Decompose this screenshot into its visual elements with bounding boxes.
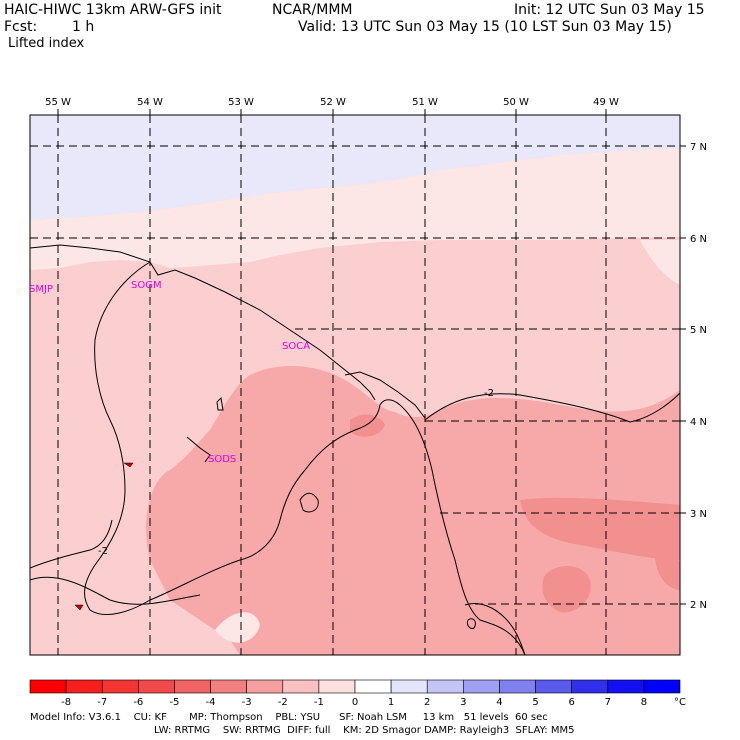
colorbar-tick-label: -7 (97, 697, 107, 708)
lat-label-2n: 2 N (690, 600, 707, 611)
colorbar-tick-label: -6 (133, 697, 143, 708)
colorbar-swatch (390, 679, 428, 694)
lon-label-51w: 51 W (412, 97, 438, 108)
lat-label-4n: 4 N (690, 417, 707, 428)
colorbar-tick-label: 1 (388, 697, 394, 708)
init-time: Init: 12 UTC Sun 03 May 15 (514, 2, 705, 18)
footer-model-info: Model Info: V3.6.1 CU: KF MP: Thompson P… (30, 712, 548, 723)
colorbar-swatch (643, 679, 681, 694)
lat-label-7n: 7 N (690, 142, 707, 153)
colorbar-tick-label: -4 (206, 697, 216, 708)
colorbar-tick-label: -5 (169, 697, 179, 708)
colorbar-swatch (499, 679, 536, 694)
lat-label-3n: 3 N (690, 509, 707, 520)
colorbar-tick-label: -2 (278, 697, 288, 708)
lat-label-5n: 5 N (690, 325, 707, 336)
lat-lon-grid (30, 115, 680, 655)
model-title: HAIC-HIWC 13km ARW-GFS init (4, 2, 222, 18)
field-name: Lifted index (8, 36, 85, 51)
lon-label-52w: 52 W (320, 97, 346, 108)
lat-ticks (680, 145, 686, 605)
forecast-label: Fcst: (4, 19, 38, 35)
colorbar-swatch (426, 679, 464, 694)
colorbar-tick-label: 3 (460, 697, 466, 708)
colorbar-tick-label: 6 (568, 697, 574, 708)
colorbar-tick-label: -8 (61, 697, 71, 708)
colorbar-tick-label: 7 (605, 697, 611, 708)
footer-physics-info: LW: RRTMG SW: RRTMG DIFF: full KM: 2D Sm… (154, 725, 575, 736)
station-sogm: SOGM (131, 280, 162, 291)
lat-label-6n: 6 N (690, 234, 707, 245)
colorbar-tick-label: -1 (314, 697, 324, 708)
colorbar-tick-label: 4 (496, 697, 502, 708)
colorbar-swatch (282, 679, 320, 694)
colorbar-swatch (101, 679, 139, 694)
colorbar-swatch (571, 679, 609, 694)
contour-label-east: -2 (484, 388, 494, 399)
colorbar-swatch (463, 679, 500, 694)
station-smjp: SMJP (29, 284, 53, 295)
colorbar-swatch (535, 679, 572, 694)
colorbar-swatch (246, 679, 284, 694)
colorbar-tick-label: -3 (242, 697, 252, 708)
lon-ticks (57, 109, 607, 115)
lon-label-50w: 50 W (503, 97, 529, 108)
contour-label-west: -2 (98, 546, 108, 557)
station-soca: SOCA (282, 341, 310, 352)
colorbar-tick-label: 5 (532, 697, 538, 708)
colorbar-swatch (174, 679, 211, 694)
colorbar-tick-label: 8 (641, 697, 647, 708)
lifted-index-field (30, 115, 680, 655)
lon-label-55w: 55 W (45, 97, 71, 108)
colorbar-swatch (210, 679, 247, 694)
forecast-hour: 1 h (72, 19, 95, 35)
colorbar-swatch (29, 679, 67, 694)
colorbar-tick-label: 2 (424, 697, 430, 708)
lon-label-49w: 49 W (593, 97, 619, 108)
lon-label-54w: 54 W (137, 97, 163, 108)
lon-label-53w: 53 W (228, 97, 254, 108)
colorbar-swatch (607, 679, 645, 694)
colorbar: -8 -7 -6 -5 -4 -3 -2 -1 0 1 2 3 4 5 6 7 8 °C (29, 679, 686, 708)
colorbar-unit: °C (674, 697, 686, 708)
colorbar-swatch (138, 679, 175, 694)
colorbar-tick-label: 0 (352, 697, 358, 708)
station-sods: SODS (208, 454, 236, 465)
colorbar-swatch (65, 679, 103, 694)
colorbar-swatch (318, 679, 356, 694)
org-label: NCAR/MMM (272, 2, 353, 18)
map-frame (29, 114, 681, 656)
colorbar-swatch (354, 679, 392, 694)
valid-time: Valid: 13 UTC Sun 03 May 15 (10 LST Sun … (298, 19, 672, 35)
